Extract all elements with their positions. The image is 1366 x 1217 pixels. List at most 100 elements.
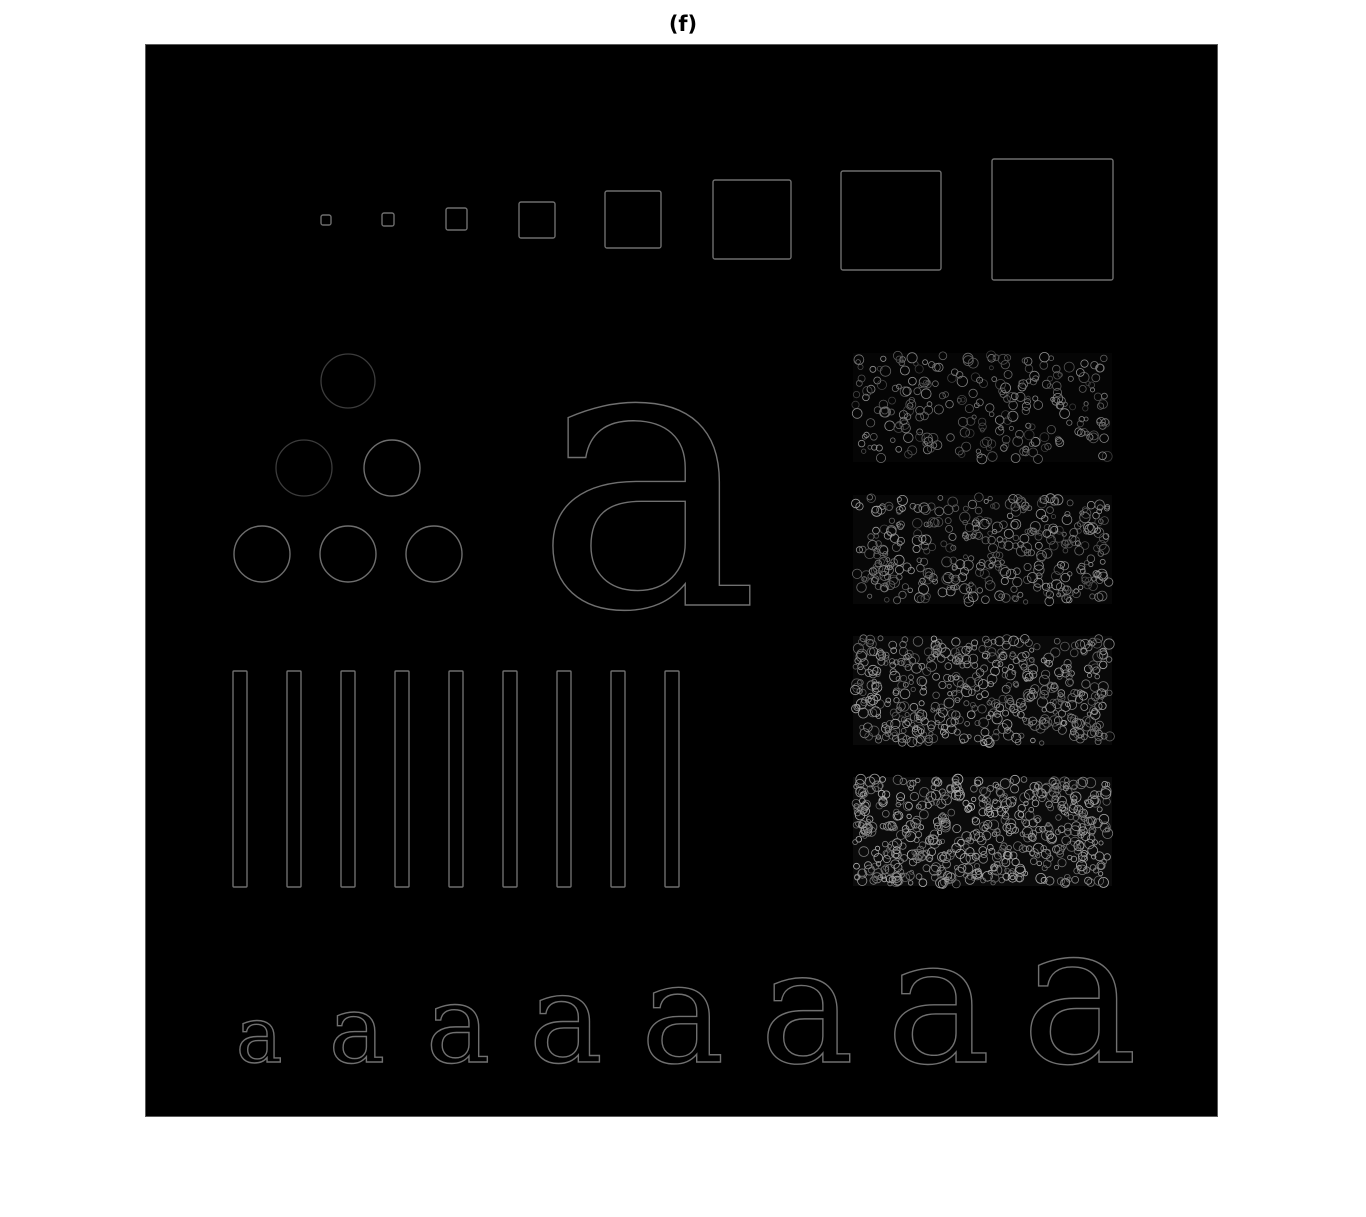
noise-ring xyxy=(1002,872,1011,881)
noise-ring xyxy=(992,659,1001,669)
noise-ring xyxy=(957,864,967,873)
noise-ring xyxy=(853,862,860,870)
noise-ring xyxy=(1045,848,1051,855)
noise-ring xyxy=(899,505,906,512)
noise-ring xyxy=(875,736,883,744)
noise-ring xyxy=(973,853,980,860)
noise-ring xyxy=(904,664,912,672)
noise-ring xyxy=(1095,720,1104,729)
noise-ring xyxy=(899,688,911,700)
noise-ring xyxy=(1004,669,1016,681)
noise-ring xyxy=(882,790,891,799)
noise-ring xyxy=(987,710,994,717)
noise-ring xyxy=(892,774,903,785)
noise-ring xyxy=(943,504,954,516)
noise-ring xyxy=(891,872,902,883)
noise-ring xyxy=(1013,567,1021,575)
noise-ring xyxy=(964,404,974,414)
noise-ring xyxy=(927,847,936,857)
noise-ring xyxy=(1088,581,1098,592)
noise-ring xyxy=(1039,494,1049,504)
noise-ring xyxy=(1002,709,1009,717)
noise-ring xyxy=(986,673,998,685)
circle-mid-left xyxy=(275,439,333,497)
noise-ring xyxy=(918,376,930,388)
noise-ring xyxy=(952,576,959,583)
noise-ring xyxy=(1060,701,1071,712)
noise-ring xyxy=(941,573,953,585)
noise-ring xyxy=(878,399,889,410)
noise-ring xyxy=(1034,541,1043,550)
noise-ring xyxy=(867,593,873,599)
noise-ring xyxy=(1040,657,1047,664)
noise-ring xyxy=(864,548,876,560)
noise-ring xyxy=(953,584,960,591)
noise-ring xyxy=(1050,647,1061,658)
noise-ring xyxy=(1025,378,1032,384)
noise-ring xyxy=(898,646,909,657)
noise-ring xyxy=(981,830,992,841)
noise-ring xyxy=(1003,528,1014,539)
noise-ring xyxy=(873,551,882,560)
noise-ring xyxy=(1072,814,1080,822)
noise-ring xyxy=(936,839,942,846)
noise-ring xyxy=(879,776,886,783)
noise-ring xyxy=(981,595,990,604)
noise-ring xyxy=(868,725,880,737)
noise-ring xyxy=(951,566,957,571)
noise-ring xyxy=(956,397,962,403)
noise-ring xyxy=(1040,669,1051,679)
noise-ring xyxy=(954,866,965,878)
noise-ring xyxy=(1101,417,1110,426)
noise-ring xyxy=(974,779,982,787)
noise-ring xyxy=(905,399,917,410)
noise-ring xyxy=(857,666,866,676)
noise-ring xyxy=(856,582,867,593)
noise-ring xyxy=(938,392,946,400)
noise-ring xyxy=(926,444,935,453)
noise-ring xyxy=(916,735,925,744)
noise-ring xyxy=(1012,826,1019,834)
noise-ring xyxy=(1078,823,1086,831)
noise-ring xyxy=(1039,352,1050,363)
noise-ring xyxy=(1048,540,1059,551)
noise-ring xyxy=(1052,494,1064,506)
noise-ring xyxy=(1035,853,1041,859)
noise-ring xyxy=(1034,530,1040,536)
noise-ring xyxy=(986,806,993,813)
noise-ring xyxy=(862,385,873,397)
noise-ring xyxy=(999,844,1007,852)
noise-ring xyxy=(1022,819,1030,828)
noise-ring xyxy=(997,353,1009,365)
noise-ring xyxy=(930,707,936,713)
noise-ring xyxy=(1081,679,1091,689)
noise-ring xyxy=(1065,678,1074,687)
noise-ring xyxy=(919,787,930,798)
noise-ring xyxy=(923,592,931,600)
noise-ring xyxy=(986,445,993,452)
noise-ring xyxy=(1019,533,1030,544)
noise-ring xyxy=(1026,692,1036,702)
noise-ring xyxy=(879,365,892,377)
noise-ring xyxy=(902,735,911,744)
noise-ring xyxy=(1001,410,1011,420)
noise-ring xyxy=(999,520,1008,529)
noise-ring xyxy=(1022,670,1033,682)
noise-ring xyxy=(991,528,998,535)
noise-ring xyxy=(952,824,962,834)
noise-ring xyxy=(927,517,939,528)
noise-ring xyxy=(1035,723,1046,734)
noise-ring xyxy=(991,864,1003,876)
noise-ring xyxy=(965,852,977,864)
noise-ring xyxy=(1096,861,1106,871)
noise-ring xyxy=(1099,660,1108,670)
noise-ring xyxy=(990,666,1000,676)
noise-ring xyxy=(947,808,956,817)
noise-ring xyxy=(1021,406,1030,415)
noise-ring xyxy=(891,838,903,849)
noise-ring xyxy=(902,720,911,728)
noise-ring xyxy=(865,638,874,648)
noise-ring xyxy=(885,557,891,563)
noise-ring xyxy=(1074,427,1083,436)
